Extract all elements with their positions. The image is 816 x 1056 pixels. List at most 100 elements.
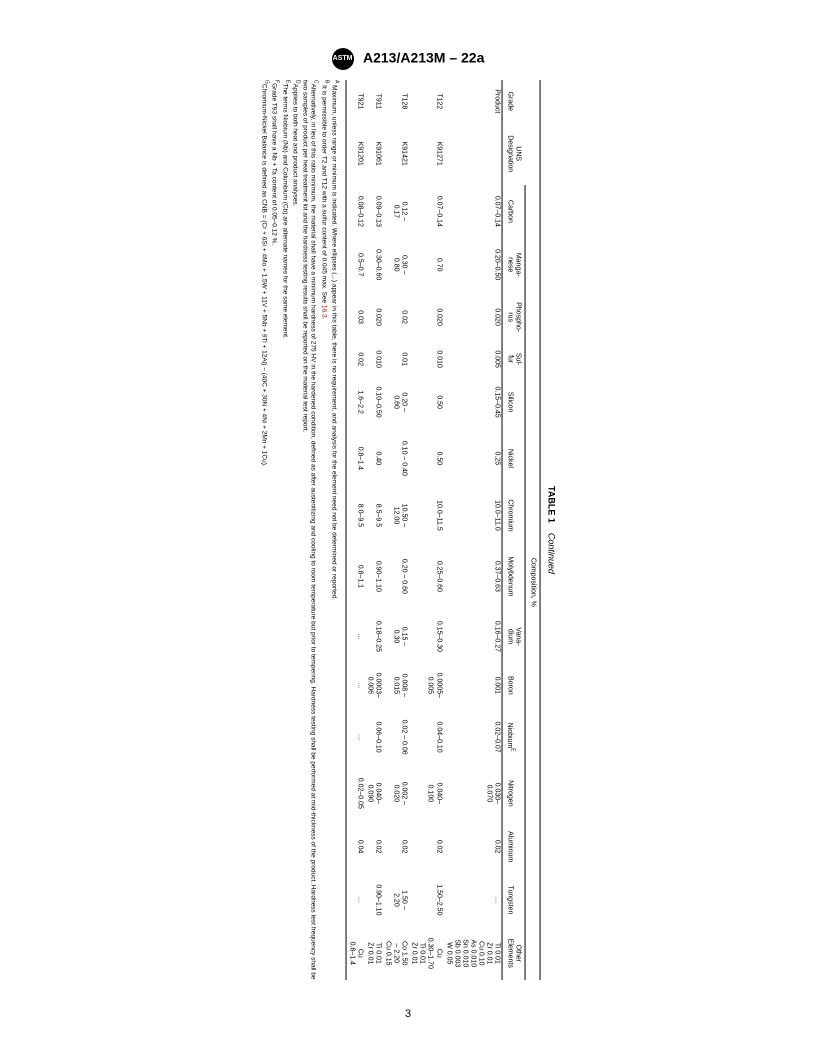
footnote-e: EThe terms Niobium (Nb) and Columbium (C… bbox=[280, 80, 290, 980]
cell-silicon: 0.20 – 0.60 bbox=[383, 375, 409, 428]
cell-manganese: 0.30–0.60 bbox=[365, 238, 383, 291]
cell-chromium: 8.0–9.5 bbox=[346, 488, 365, 543]
cell-boron: 0.008 – 0.015 bbox=[383, 663, 409, 707]
cell-niobium: 0.02–0.07 bbox=[443, 708, 502, 767]
cell-nitrogen: 0.040– 0.100 bbox=[409, 767, 443, 820]
cell-tungsten: 0.90–1.10 bbox=[365, 873, 383, 926]
cell-chromium: 10.0–11.5 bbox=[409, 488, 443, 543]
cell-tungsten: … bbox=[346, 873, 365, 926]
caption-label: TABLE 1 bbox=[547, 486, 557, 523]
col-other: Other Elements bbox=[502, 927, 525, 980]
astm-logo-icon: ASTM bbox=[332, 48, 354, 70]
cell-carbon: 0.08–0.12 bbox=[346, 185, 365, 238]
cell-molybdenum: 0.8–1.1 bbox=[346, 543, 365, 610]
cell-nickel: 0.50 bbox=[409, 429, 443, 488]
col-grade: Grade bbox=[502, 80, 540, 123]
doc-header: ASTM A213/A213M – 22a bbox=[0, 48, 816, 70]
cell-other: Cu 0.30–1.70 Ti 0.01 Zr 0.01 bbox=[409, 927, 443, 980]
composition-table: Grade UNS Designation Composition, % Car… bbox=[346, 80, 541, 980]
cell-vanadium: 0.16–0.27 bbox=[443, 610, 502, 663]
col-boron: Boron bbox=[502, 663, 525, 707]
cell-sulfur: 0.02 bbox=[346, 343, 365, 376]
footnote-c: CAlternatively, in lieu of this ratio mi… bbox=[301, 80, 319, 980]
cell-boron: … bbox=[346, 663, 365, 707]
cell-sulfur: 0.010 bbox=[409, 343, 443, 376]
cell-nitrogen: 0.02–0.05 bbox=[346, 767, 365, 820]
cell-niobium: … bbox=[346, 708, 365, 767]
cell-vanadium: 0.15 – 0.30 bbox=[383, 610, 409, 663]
cell-other: Ti 0.01 Zr 0.01 Cu 0.10 As 0.010 Sn 0.01… bbox=[443, 927, 502, 980]
col-carbon: Carbon bbox=[502, 185, 525, 238]
cell-aluminum: 0.02 bbox=[365, 820, 383, 873]
cell-uns: K91421 bbox=[383, 123, 409, 185]
cell-other: Co 1.50 – 2.20 Cu 0.15 bbox=[383, 927, 409, 980]
table-row: T128K914210.12 – 0.170.30 – 0.800.020.01… bbox=[383, 80, 409, 980]
cell-grade: T122 bbox=[409, 80, 443, 123]
cell-phosphorus: 0.03 bbox=[346, 291, 365, 343]
cell-carbon: 0.09–0.13 bbox=[365, 185, 383, 238]
page-number: 3 bbox=[0, 1008, 816, 1020]
cell-uns bbox=[443, 123, 502, 185]
cell-nickel: 0.25 bbox=[443, 429, 502, 488]
col-uns: UNS Designation bbox=[502, 123, 540, 185]
cell-chromium: 10.0–11.0 bbox=[443, 488, 502, 543]
col-group-composition: Composition, % bbox=[525, 185, 540, 980]
cell-other: Cu 0.8–1.4 bbox=[346, 927, 365, 980]
footnote-g: GChromium-Nickel Balance is defined as C… bbox=[259, 80, 269, 980]
cell-manganese: 0.20–0.50 bbox=[443, 238, 502, 291]
col-nitrogen: Nitrogen bbox=[502, 767, 525, 820]
cell-grade: T911 bbox=[365, 80, 383, 123]
table-row: Product0.07–0.140.20–0.500.0200.0050.15–… bbox=[443, 80, 502, 980]
col-phosphorus: Phospho- rus bbox=[502, 291, 525, 343]
cell-phosphorus: 0.02 bbox=[383, 291, 409, 343]
cell-nitrogen: 0.030– 0.070 bbox=[443, 767, 502, 820]
cell-carbon: 0.07–0.14 bbox=[443, 185, 502, 238]
cell-boron: 0.0005– 0.005 bbox=[409, 663, 443, 707]
cell-silicon: 1.6–2.2 bbox=[346, 375, 365, 428]
table-row: T921K912010.08–0.120.5–0.70.030.021.6–2.… bbox=[346, 80, 365, 980]
footnote-a: A Maximum, unless range or minimum is in… bbox=[329, 80, 339, 980]
table-caption: TABLE 1 Continued bbox=[547, 80, 557, 980]
cell-molybdenum: 0.90–1.10 bbox=[365, 543, 383, 610]
cell-nitrogen: 0.040– 0.090 bbox=[365, 767, 383, 820]
cell-grade: T921 bbox=[346, 80, 365, 123]
cell-molybdenum: 0.25–0.60 bbox=[409, 543, 443, 610]
cell-tungsten: 1.50–2.50 bbox=[409, 873, 443, 926]
cell-niobium: 0.02 – 0.06 bbox=[383, 708, 409, 767]
col-nickel: Nickel bbox=[502, 429, 525, 488]
caption-suffix: Continued bbox=[547, 533, 557, 574]
col-niobium: NiobiumE bbox=[502, 708, 525, 767]
cell-tungsten: … bbox=[443, 873, 502, 926]
cell-silicon: 0.15–0.45 bbox=[443, 375, 502, 428]
cell-grade: T128 bbox=[383, 80, 409, 123]
footnote-d: DApplies to both heat and product analys… bbox=[290, 80, 300, 980]
cell-carbon: 0.12 – 0.17 bbox=[383, 185, 409, 238]
cell-aluminum: 0.04 bbox=[346, 820, 365, 873]
footnote-b: B It is permissible to order T2 and T12 … bbox=[319, 80, 329, 980]
cell-vanadium: … bbox=[346, 610, 365, 663]
cell-aluminum: 0.02 bbox=[383, 820, 409, 873]
cell-tungsten: 1.50 – 2.20 bbox=[383, 873, 409, 926]
cell-molybdenum: 0.37–0.63 bbox=[443, 543, 502, 610]
cell-niobium: 0.06–0.10 bbox=[365, 708, 383, 767]
table-row: T911K910610.09–0.130.30–0.600.0200.0100.… bbox=[365, 80, 383, 980]
cell-aluminum: 0.02 bbox=[443, 820, 502, 873]
cell-uns: K91061 bbox=[365, 123, 383, 185]
cell-nickel: 0.10 – 0.40 bbox=[383, 429, 409, 488]
cell-nitrogen: 0.002 – 0.020 bbox=[383, 767, 409, 820]
col-tungsten: Tungsten bbox=[502, 873, 525, 926]
cell-chromium: 8.5–9.5 bbox=[365, 488, 383, 543]
col-silicon: Silicon bbox=[502, 375, 525, 428]
col-vanadium: Vana- dium bbox=[502, 610, 525, 663]
cell-boron: 0.001 bbox=[443, 663, 502, 707]
footnote-f: FGrade T93 shall have a Nb + Ta content … bbox=[270, 80, 280, 980]
cell-aluminum: 0.02 bbox=[409, 820, 443, 873]
cell-silicon: 0.10–0.50 bbox=[365, 375, 383, 428]
col-sulfur: Sul- fur bbox=[502, 343, 525, 376]
cell-uns: K91271 bbox=[409, 123, 443, 185]
cell-phosphorus: 0.020 bbox=[443, 291, 502, 343]
cell-boron: 0.0003– 0.006 bbox=[365, 663, 383, 707]
cell-sulfur: 0.005 bbox=[443, 343, 502, 376]
cell-phosphorus: 0.020 bbox=[365, 291, 383, 343]
designation-text: A213/A213M – 22a bbox=[363, 50, 484, 66]
